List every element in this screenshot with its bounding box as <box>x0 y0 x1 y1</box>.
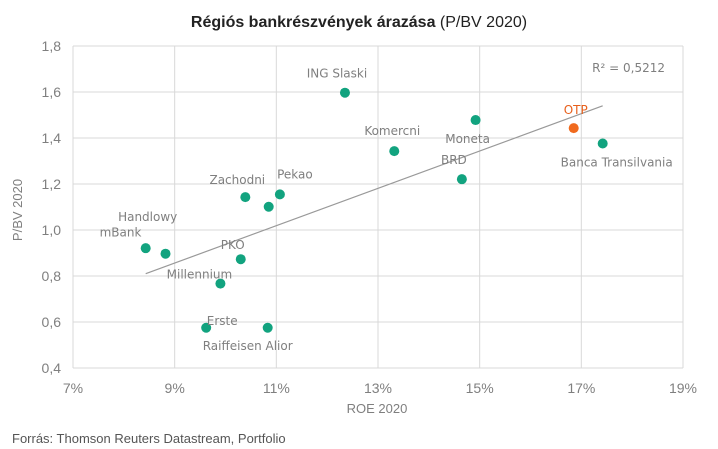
chart-title: Régiós bankrészvények árazása (P/BV 2020… <box>191 14 527 31</box>
point-label-otp: OTP <box>564 103 588 117</box>
data-point-moneta <box>470 115 481 126</box>
data-point-pko <box>235 254 246 265</box>
x-tick-label: 11% <box>263 380 290 396</box>
chart-title-main: Régiós bankrészvények árazása <box>191 14 436 31</box>
y-tick-label: 1,8 <box>42 38 62 54</box>
y-axis-title: P/BV 2020 <box>10 179 25 241</box>
x-tick-label: 7% <box>63 380 83 396</box>
data-points <box>140 87 608 333</box>
point-label-handlowy: Handlowy <box>118 210 177 224</box>
x-tick-label: 19% <box>669 380 697 396</box>
data-point-otp <box>568 123 579 134</box>
data-point-erste <box>201 322 212 333</box>
point-label-ing-slaski: ING Slaski <box>307 67 367 81</box>
data-point-zachodni <box>240 192 251 203</box>
point-label-banca-transilvania: Banca Transilvania <box>561 156 673 170</box>
point-label-brd: BRD <box>441 153 467 167</box>
data-point-mbank <box>160 248 171 259</box>
point-label-komercni: Komercni <box>364 124 420 138</box>
y-tick-label: 1,2 <box>42 176 62 192</box>
x-tick-label: 15% <box>466 380 494 396</box>
y-tick-label: 0,6 <box>42 314 62 330</box>
data-point-raiffeisen-alior <box>262 322 273 333</box>
point-label-millennium: Millennium <box>167 268 233 282</box>
x-tick-label: 17% <box>567 380 595 396</box>
gridlines <box>72 45 684 369</box>
point-label-raiffeisen-alior: Raiffeisen Alior <box>203 339 293 353</box>
y-tick-label: 1,6 <box>42 84 62 100</box>
y-tick-label: 0,4 <box>42 360 62 376</box>
x-tick-label: 9% <box>165 380 185 396</box>
y-tick-label: 0,8 <box>42 268 62 284</box>
trendline <box>145 105 603 275</box>
data-point-komercni <box>389 146 400 157</box>
y-tick-label: 1,4 <box>42 130 62 146</box>
x-tick-label: 13% <box>364 380 392 396</box>
point-label-mbank: mBank <box>100 226 142 240</box>
point-label-pekao: Pekao <box>277 167 313 181</box>
data-point-millennium <box>215 278 226 289</box>
point-label-erste: Erste <box>207 314 238 328</box>
point-label-pko: PKO <box>221 238 245 252</box>
chart-title-suffix: (P/BV 2020) <box>435 14 527 31</box>
point-label-moneta: Moneta <box>445 132 490 146</box>
source-note: Forrás: Thomson Reuters Datastream, Port… <box>12 431 286 446</box>
y-tick-label: 1,0 <box>42 222 62 238</box>
point-label-zachodni: Zachodni <box>209 173 265 187</box>
tick-labels: 0,4 0,6 0,8 1,0 1,2 1,4 1,6 1,8 7% 9% 11% 13% 15% 17%… <box>42 38 697 396</box>
x-axis-title: ROE 2020 <box>347 401 408 416</box>
data-point-ing-slaski <box>339 87 350 98</box>
data-point-unlabeled <box>263 201 274 212</box>
data-point-pekao <box>274 189 285 200</box>
data-point-banca-transilvania <box>597 138 608 149</box>
data-point-handlowy <box>140 243 151 254</box>
r-squared-label: R² = 0,5212 <box>592 61 665 75</box>
point-labels: ING Slaski Moneta OTP Banca Transilvania Kom… <box>100 67 673 353</box>
data-point-brd <box>456 174 467 185</box>
